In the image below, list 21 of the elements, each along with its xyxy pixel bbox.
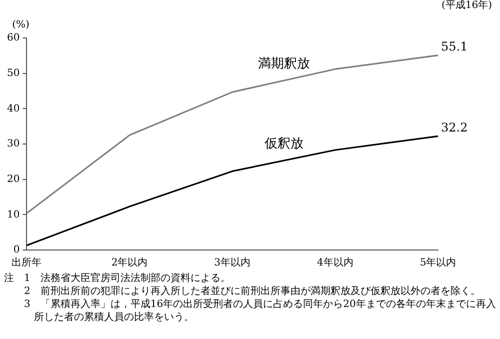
data-label: 55.1 — [441, 39, 468, 54]
x-tick-label: 2年以内 — [111, 256, 148, 269]
data-label: 32.2 — [441, 120, 468, 134]
y-tick-label: 40 — [6, 103, 20, 114]
text: 3 「累積再入率」は，平成16年の出所受刑者の人員に占める同年から20年までの各年の年末までに再入所した者の累積人員の比率をいう。 — [23, 298, 496, 324]
text: 注 1 法務省大臣官房司法法制部の資料による。 — [4, 272, 232, 285]
y-tick-label: 0 — [13, 244, 20, 256]
x-tick-label: 3年以内 — [214, 256, 251, 269]
y-tick-label: 50 — [6, 68, 20, 79]
series-label: 満期釈放 — [258, 56, 310, 72]
y-tick-label: 10 — [6, 209, 20, 220]
x-tick-label: 5年以内 — [420, 256, 456, 269]
series-label: 仮釈放 — [263, 136, 304, 152]
y-tick-label: 30 — [6, 138, 20, 150]
text: 2 前刑出所前の犯罪により再入所した者並びに前刑出所事由が満期釈放及び仮釈放以外の者を除く。 — [23, 285, 482, 298]
x-tick-label: 4年以内 — [316, 256, 354, 269]
y-tick-label: 20 — [6, 174, 20, 185]
y-tick-label: 60 — [6, 32, 20, 44]
x-tick-label: 出所年 — [12, 256, 42, 269]
y-axis-title: (%) — [12, 20, 30, 31]
text: (平成16年) — [441, 0, 492, 12]
